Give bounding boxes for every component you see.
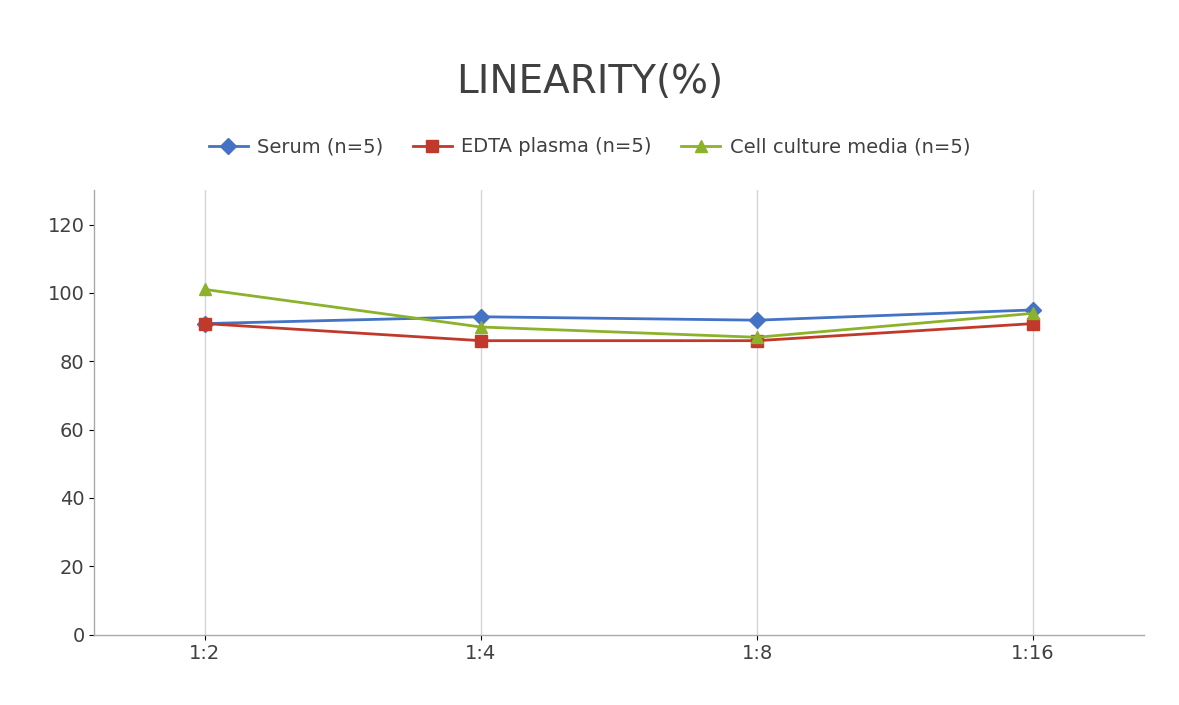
- Cell culture media (n=5): [750, 333, 764, 341]
- Serum (n=5): [1026, 306, 1040, 314]
- Serum (n=5): [750, 316, 764, 324]
- EDTA plasma (n=5): [198, 319, 212, 328]
- Serum (n=5): [474, 312, 488, 321]
- Serum (n=5): [198, 319, 212, 328]
- Cell culture media (n=5): [198, 286, 212, 294]
- Cell culture media (n=5): [1026, 309, 1040, 317]
- Legend: Serum (n=5), EDTA plasma (n=5), Cell culture media (n=5): Serum (n=5), EDTA plasma (n=5), Cell cul…: [200, 130, 979, 164]
- EDTA plasma (n=5): [750, 336, 764, 345]
- Line: Serum (n=5): Serum (n=5): [199, 305, 1039, 329]
- EDTA plasma (n=5): [1026, 319, 1040, 328]
- Cell culture media (n=5): [474, 323, 488, 331]
- EDTA plasma (n=5): [474, 336, 488, 345]
- Line: Cell culture media (n=5): Cell culture media (n=5): [198, 283, 1040, 343]
- Line: EDTA plasma (n=5): EDTA plasma (n=5): [199, 318, 1039, 346]
- Text: LINEARITY(%): LINEARITY(%): [456, 63, 723, 102]
